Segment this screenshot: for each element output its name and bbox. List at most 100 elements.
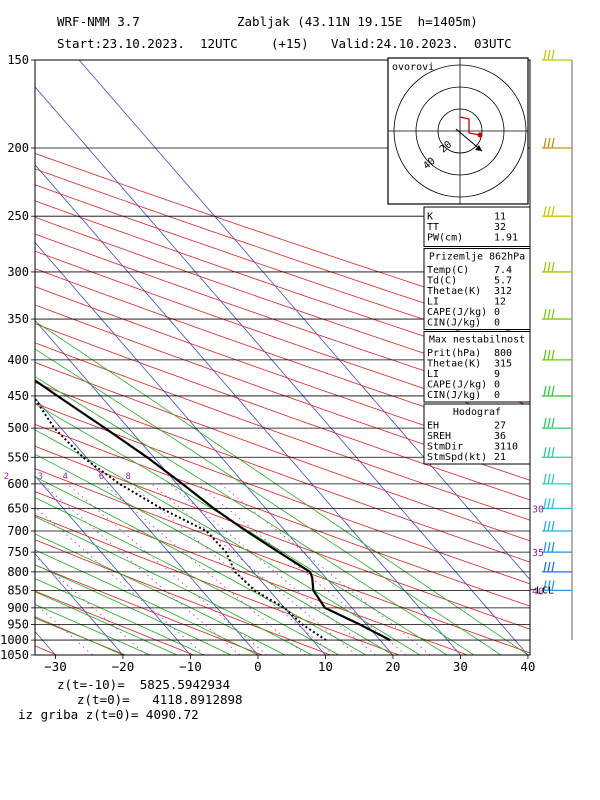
moist-adiabat: [35, 476, 367, 655]
mixing-ratio-line: [197, 483, 407, 655]
indices-panel-value: 1.91: [494, 233, 518, 244]
mixing-ratio-line: [103, 483, 306, 655]
hodograph-point: [477, 132, 483, 138]
mixing-ratio-label: 4: [62, 472, 67, 482]
moist-adiabat: [35, 497, 340, 655]
y-tick-label: 500: [7, 421, 29, 435]
mixing-ratio-line: [35, 555, 147, 655]
wind-barb: [542, 580, 572, 592]
hodograph-panel-value: 27: [494, 421, 506, 432]
surface-panel-key: Thetae(K): [427, 286, 481, 297]
indices-panel-key: TT: [427, 222, 439, 233]
isotherm: [78, 60, 530, 581]
x-tick-label: 40: [520, 659, 535, 674]
hodograph-trace: [459, 116, 481, 136]
isotherm: [35, 553, 124, 655]
dry-adiabat: [35, 590, 194, 655]
isotherm: [35, 397, 259, 655]
x-tick-label: −30: [44, 659, 67, 674]
height-zero-grib: iz griba z(t=0)= 4090.72: [18, 707, 199, 722]
x-tick-label: −20: [112, 659, 135, 674]
x-tick-label: −10: [179, 659, 202, 674]
wind-barb: [542, 261, 572, 273]
station-info: Zabljak (43.11N 19.15E h=1405m): [237, 14, 478, 29]
unstable-panel-value: 315: [494, 359, 512, 370]
indices-panel-key: K: [427, 212, 433, 223]
wind-barb: [542, 206, 572, 217]
surface-panel-title: Prizemlje 862hPa: [429, 252, 525, 263]
surface-panel-value: 0: [494, 307, 500, 318]
wind-barb: [542, 561, 572, 573]
surface-panel-key: Td(C): [427, 276, 457, 287]
moist-adiabat: [35, 591, 178, 655]
dry-adiabat: [35, 564, 263, 655]
moist-adiabat: [35, 564, 232, 655]
x-tick-label: 10: [318, 659, 333, 674]
barb-speed-label: 30: [532, 504, 544, 515]
mixing-ratio-label: 3: [38, 472, 43, 482]
moist-adiabat: [35, 603, 151, 655]
isotherm: [35, 475, 191, 655]
x-tick-label: 20: [385, 659, 400, 674]
moist-adiabat: [35, 429, 421, 655]
mixing-ratio-label: 2: [4, 472, 9, 482]
moist-adiabat: [35, 533, 286, 655]
surface-panel-value: 0: [494, 318, 500, 329]
mixing-ratio-label: 8: [126, 472, 131, 482]
isotherm: [35, 241, 394, 655]
moist-adiabat: [35, 578, 205, 655]
temperature-profile: [35, 379, 391, 642]
unstable-panel-value: 0: [494, 390, 500, 401]
hodograph-label: ovorovi: [392, 62, 434, 73]
y-tick-label: 800: [7, 565, 29, 579]
hodograph-panel-box: [423, 403, 531, 465]
surface-panel-key: Temp(C): [427, 265, 469, 276]
forecast-lead: (+15): [271, 36, 309, 51]
y-tick-label: 300: [7, 265, 29, 279]
dewpoint-profile: [35, 396, 327, 641]
wind-barb: [542, 349, 572, 361]
surface-panel-box: [423, 248, 531, 330]
moist-adiabat: [35, 549, 259, 655]
hodograph-panel-key: SREH: [427, 431, 451, 442]
mixing-ratio-line: [220, 483, 431, 655]
wind-barb: [542, 308, 572, 320]
hodograph-panel-key: StmDir: [427, 442, 463, 453]
y-tick-label: 950: [7, 617, 29, 631]
surface-panel-key: CIN(J/kg): [427, 318, 481, 329]
y-tick-label: 600: [7, 477, 29, 491]
mixing-ratio-line: [168, 483, 376, 655]
surface-panel-key: CAPE(J/kg): [427, 307, 487, 318]
wind-barb: [542, 137, 572, 149]
moist-adiabat: [35, 453, 394, 655]
wind-barb: [542, 447, 572, 458]
run-start: Start:23.10.2023. 12UTC: [57, 36, 238, 51]
surface-panel-value: 312: [494, 286, 512, 297]
y-tick-label: 400: [7, 353, 29, 367]
y-tick-label: 1050: [0, 648, 29, 662]
unstable-panel-key: Prit(hPa): [427, 348, 481, 359]
surface-panel-value: 7.4: [494, 265, 512, 276]
moist-adiabat: [35, 403, 448, 655]
surface-panel-value: 5.7: [494, 276, 512, 287]
wind-barb: [542, 498, 572, 510]
y-tick-label: 1000: [0, 633, 29, 647]
y-tick-label: 150: [7, 53, 29, 67]
unstable-panel-key: Thetae(K): [427, 359, 481, 370]
unstable-panel-title: Max nestabilnost: [429, 335, 525, 346]
x-tick-label: 30: [453, 659, 468, 674]
height-minus10: z(t=-10)= 5825.5942934: [57, 677, 231, 692]
y-tick-label: 200: [7, 141, 29, 155]
mixing-ratio-line: [66, 483, 267, 655]
x-tick-label: 0: [254, 659, 262, 674]
mixing-ratio-label: 6: [99, 472, 104, 482]
indices-panel-value: 11: [494, 212, 506, 223]
hodograph-panel-title: Hodograf: [453, 407, 501, 418]
storm-motion-arrowhead: [475, 145, 482, 151]
hodograph-panel-key: StmSpd(kt): [427, 452, 487, 463]
y-tick-label: 750: [7, 545, 29, 559]
wind-barb: [542, 385, 572, 397]
moist-adiabat: [35, 348, 502, 655]
y-tick-label: 550: [7, 450, 29, 464]
isotherm: [35, 164, 461, 655]
